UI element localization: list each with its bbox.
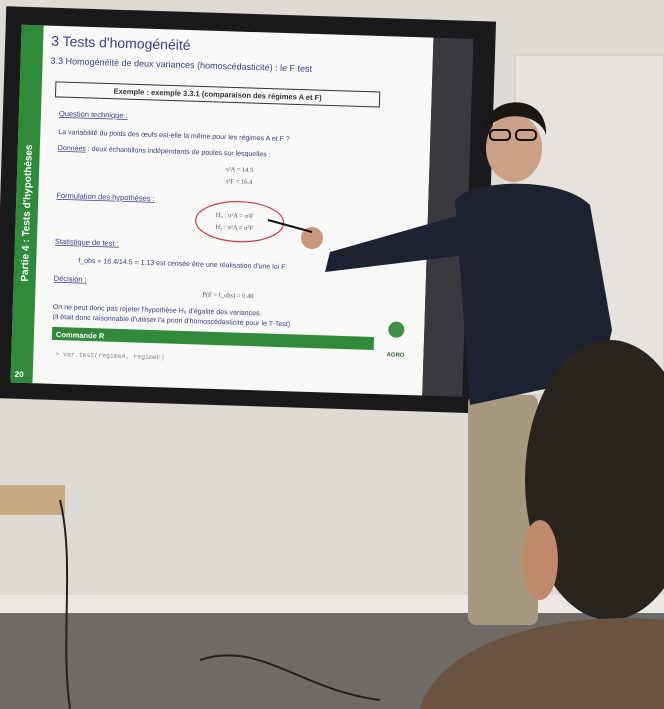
data-heading: Données <box>58 145 87 153</box>
variance: s²F = 16.4 <box>226 178 253 186</box>
glasses <box>489 129 511 141</box>
hair <box>525 340 664 620</box>
decision-heading: Décision : <box>54 274 87 284</box>
shirt <box>455 183 612 405</box>
logo-mark <box>388 321 405 338</box>
ear <box>522 520 558 600</box>
cable <box>59 499 381 709</box>
hypothesis: H₀ : σ²A = σ²F <box>216 212 254 220</box>
coat <box>420 618 664 709</box>
hypothesis: H₁ : σ²A ≠ σ²F <box>215 224 253 232</box>
trousers <box>468 395 538 625</box>
slide <box>10 24 434 396</box>
statistic-heading: Statistique de test : <box>55 237 119 248</box>
example-box <box>54 81 381 108</box>
pen <box>267 219 313 233</box>
slide-dark-edge <box>422 37 474 397</box>
table <box>0 485 65 515</box>
glasses <box>515 129 537 141</box>
slide-title: 3 Tests d'homogénéité <box>51 33 191 53</box>
sidebar <box>10 24 44 384</box>
hand <box>301 227 323 249</box>
r-heading-bar <box>51 326 375 350</box>
hand-drawn-circle <box>195 201 285 243</box>
arm <box>325 215 465 272</box>
r-command: > var.test(regimeA, regimeF) <box>55 351 164 361</box>
audience-head <box>420 340 664 709</box>
question-heading: Question technique : <box>59 109 128 120</box>
screen: Partie 4 : Tests d'hypothèses 20 3 Tests… <box>0 6 497 414</box>
face <box>486 114 542 182</box>
hypotheses-heading: Formulation des hypothèses : <box>56 191 155 203</box>
sidebar-text: Partie 4 : Tests d'hypothèses <box>20 144 35 282</box>
logo-text: AGRO <box>386 352 405 359</box>
hair <box>483 102 547 135</box>
page-number: 20 <box>15 370 25 379</box>
r-heading: Commande R <box>56 330 105 341</box>
variance: s²A = 14.5 <box>226 166 253 174</box>
decision-formula: P(F > f_obs) = 0.40 <box>202 292 253 301</box>
presenter <box>267 102 612 625</box>
